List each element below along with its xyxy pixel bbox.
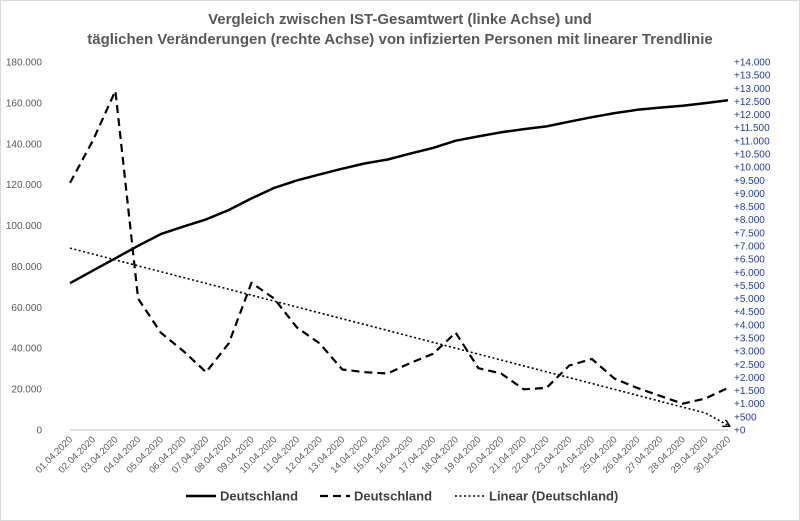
right-tick-label: +8.000 [734,215,765,226]
chart-title-line2: täglichen Veränderungen (rechte Achse) v… [87,31,713,48]
series-line-2 [69,89,729,405]
left-tick-label: 0 [36,426,42,437]
right-axis-ticks: +0 +500 +1.000 +1.500 +2.000 +2.500 +3.000 +3.5… [734,58,771,437]
right-tick-label: +11.500 [734,123,770,134]
right-tick-label: +13.500 [734,71,771,82]
legend: Deutschland Deutschland Linear (Deutschlan… [186,489,618,504]
right-tick-label: +5.500 [734,281,765,292]
right-tick-label: +3.500 [734,334,765,345]
right-tick-label: +6.500 [734,255,765,266]
right-tick-label: +4.000 [734,320,765,331]
left-tick-label: 60.000 [11,303,42,314]
right-tick-label: +12.500 [734,97,771,108]
left-tick-label: 100.000 [6,221,43,232]
left-axis-ticks: 0 20.000 40.000 60.000 80.000 100.000 120.000 1… [6,58,43,437]
right-tick-label: +0 [734,426,746,437]
right-tick-label: +8.500 [734,202,765,213]
right-tick-label: +1.500 [734,386,765,397]
right-tick-label: +10.500 [734,150,771,161]
legend-label-3: Linear (Deutschland) [489,489,618,504]
legend-label-1: Deutschland [220,489,298,504]
right-tick-label: +11.000 [734,136,770,147]
right-tick-label: +6.000 [734,268,765,279]
right-tick-label: +13.000 [734,84,771,95]
right-tick-label: +7.000 [734,242,765,253]
series-line-1 [69,98,729,285]
right-tick-label: +9.500 [734,176,765,187]
left-tick-label: 20.000 [11,385,42,396]
right-tick-label: +500 [734,412,757,423]
left-tick-label: 140.000 [6,139,43,150]
left-tick-label: 160.000 [6,98,43,109]
right-tick-label: +4.500 [734,307,765,318]
right-tick-label: +9.000 [734,189,765,200]
right-tick-label: +5.000 [734,294,765,305]
chart-title-line1: Vergleich zwischen IST-Gesamtwert (linke… [208,11,592,28]
left-tick-label: 180.000 [6,58,43,69]
right-tick-label: +2.000 [734,373,765,384]
right-tick-label: +2.500 [734,360,765,371]
right-tick-label: +1.000 [734,399,765,410]
left-tick-label: 80.000 [11,262,42,273]
left-tick-label: 40.000 [11,344,42,355]
right-tick-label: +3.000 [734,347,765,358]
right-tick-label: +12.000 [734,110,771,121]
right-tick-label: +7.500 [734,228,765,239]
x-axis-ticks: 01.04.202002.04.202003.04.202004.04.2020… [34,434,733,475]
left-tick-label: 120.000 [6,180,43,191]
series-line-3 [69,247,728,425]
legend-label-2: Deutschland [354,489,432,504]
right-tick-label: +10.000 [734,163,771,174]
series-lines [69,89,729,425]
right-tick-label: +14.000 [734,58,771,69]
